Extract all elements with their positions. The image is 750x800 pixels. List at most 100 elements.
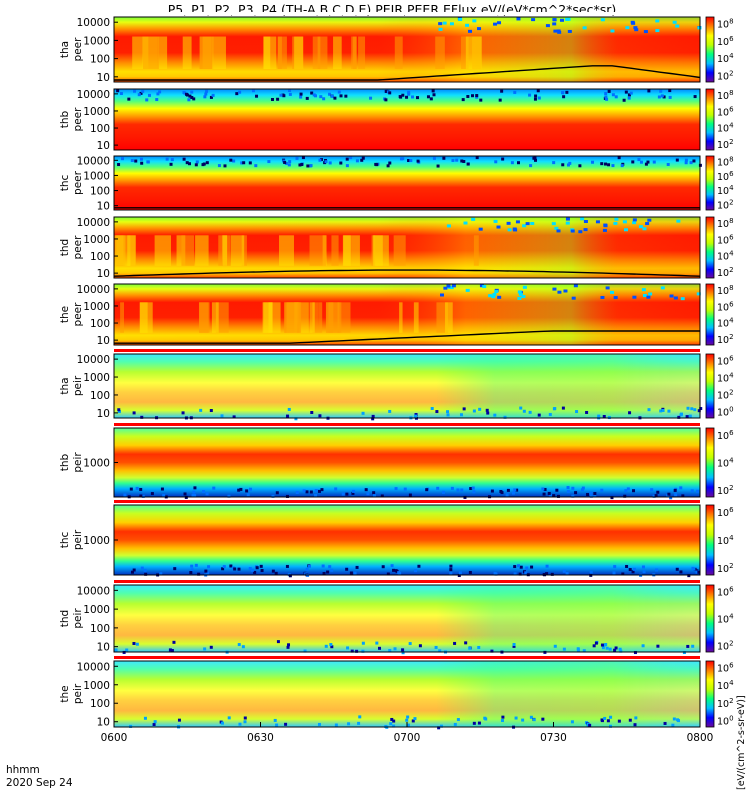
- panel-label-species: peer: [72, 37, 84, 62]
- heatmap-body: [114, 505, 700, 575]
- burst-mark: [351, 235, 360, 266]
- speckle: [663, 721, 667, 725]
- burst-mark: [461, 36, 469, 69]
- speckle: [150, 492, 154, 496]
- speckle: [566, 486, 570, 490]
- speckle: [628, 718, 632, 722]
- speckle: [537, 96, 541, 100]
- speckle: [605, 286, 610, 290]
- speckle: [275, 723, 279, 727]
- speckle: [575, 410, 579, 414]
- speckle: [443, 286, 448, 290]
- speckle: [507, 228, 512, 232]
- speckle: [604, 95, 608, 99]
- speckle: [600, 18, 605, 22]
- speckle: [205, 161, 209, 165]
- speckle: [369, 96, 373, 100]
- speckle: [468, 646, 472, 650]
- speckle: [611, 164, 615, 168]
- speckle: [632, 295, 637, 299]
- speckle: [237, 643, 241, 647]
- speckle: [555, 488, 559, 492]
- speckle: [571, 486, 575, 490]
- speckle: [140, 566, 144, 570]
- panel-frame: [113, 155, 701, 211]
- speckle: [570, 229, 575, 233]
- speckle: [123, 493, 127, 497]
- colorbar-tick-label: 104: [717, 250, 734, 263]
- y-tick-label: 10: [97, 268, 110, 280]
- speckle: [294, 417, 298, 421]
- speckle: [571, 296, 576, 300]
- speckle: [414, 569, 418, 573]
- burst-mark: [142, 36, 159, 69]
- speckle: [641, 565, 645, 569]
- speckle: [697, 409, 701, 413]
- speckle: [119, 91, 123, 95]
- panel-label-species: peer: [72, 235, 84, 260]
- speckle: [503, 415, 507, 419]
- burst-mark: [120, 302, 125, 333]
- y-tick-label: 10000: [77, 284, 110, 296]
- panel-frame: [113, 88, 701, 151]
- burst-mark: [399, 302, 403, 333]
- speckle: [519, 565, 523, 569]
- speckle: [153, 720, 157, 724]
- speckle: [610, 290, 615, 294]
- speckle: [552, 407, 556, 411]
- burst-mark: [373, 235, 389, 266]
- speckle: [360, 158, 364, 162]
- speckle: [537, 413, 541, 417]
- speckle: [235, 92, 239, 96]
- speckle: [392, 724, 396, 728]
- speckle: [132, 411, 136, 415]
- speckle: [366, 492, 370, 496]
- speckle: [380, 494, 384, 498]
- speckle: [472, 409, 476, 413]
- speckle: [614, 217, 619, 221]
- speckle: [322, 97, 326, 101]
- speckle: [259, 564, 263, 568]
- burst-mark: [337, 302, 351, 333]
- speckle: [203, 95, 207, 99]
- speckle: [238, 722, 242, 726]
- speckle: [283, 160, 287, 164]
- colorbar-tick-label: 102: [717, 562, 734, 575]
- speckle: [513, 565, 517, 569]
- panel-label-probe: the: [59, 306, 71, 323]
- speckle: [361, 411, 365, 415]
- speckle: [606, 719, 610, 723]
- speckle: [372, 494, 376, 498]
- panel-the-peir: 10000 1000 100 10 the peir 106 104 102 100: [59, 656, 734, 730]
- panel-separator: [114, 500, 700, 503]
- burst-mark: [333, 36, 342, 69]
- speckle: [405, 718, 409, 722]
- speckle: [232, 415, 236, 419]
- speckle: [308, 164, 312, 168]
- speckle: [690, 489, 694, 493]
- speckle: [223, 164, 227, 168]
- speckle: [320, 488, 324, 492]
- speckle: [592, 644, 596, 648]
- x-axis-corner-label-date: 2020 Sep 24: [6, 777, 73, 789]
- speckle: [622, 220, 627, 224]
- colorbar: [705, 16, 715, 83]
- speckle: [595, 220, 600, 224]
- colorbar-tick-label: 104: [717, 122, 734, 135]
- speckle: [255, 94, 259, 98]
- colorbar-tick-label: 104: [717, 371, 734, 384]
- speckle: [624, 489, 628, 493]
- speckle: [533, 97, 537, 101]
- speckle: [295, 156, 299, 160]
- speckle: [500, 89, 504, 93]
- speckle: [512, 644, 516, 648]
- panel-label-species: peer: [72, 107, 84, 132]
- speckle: [695, 570, 699, 574]
- speckle: [472, 490, 476, 494]
- speckle: [516, 17, 521, 21]
- panel-label-probe: thd: [59, 610, 71, 627]
- panel-separator: [114, 656, 700, 659]
- colorbar-tick-label: 108: [717, 217, 734, 230]
